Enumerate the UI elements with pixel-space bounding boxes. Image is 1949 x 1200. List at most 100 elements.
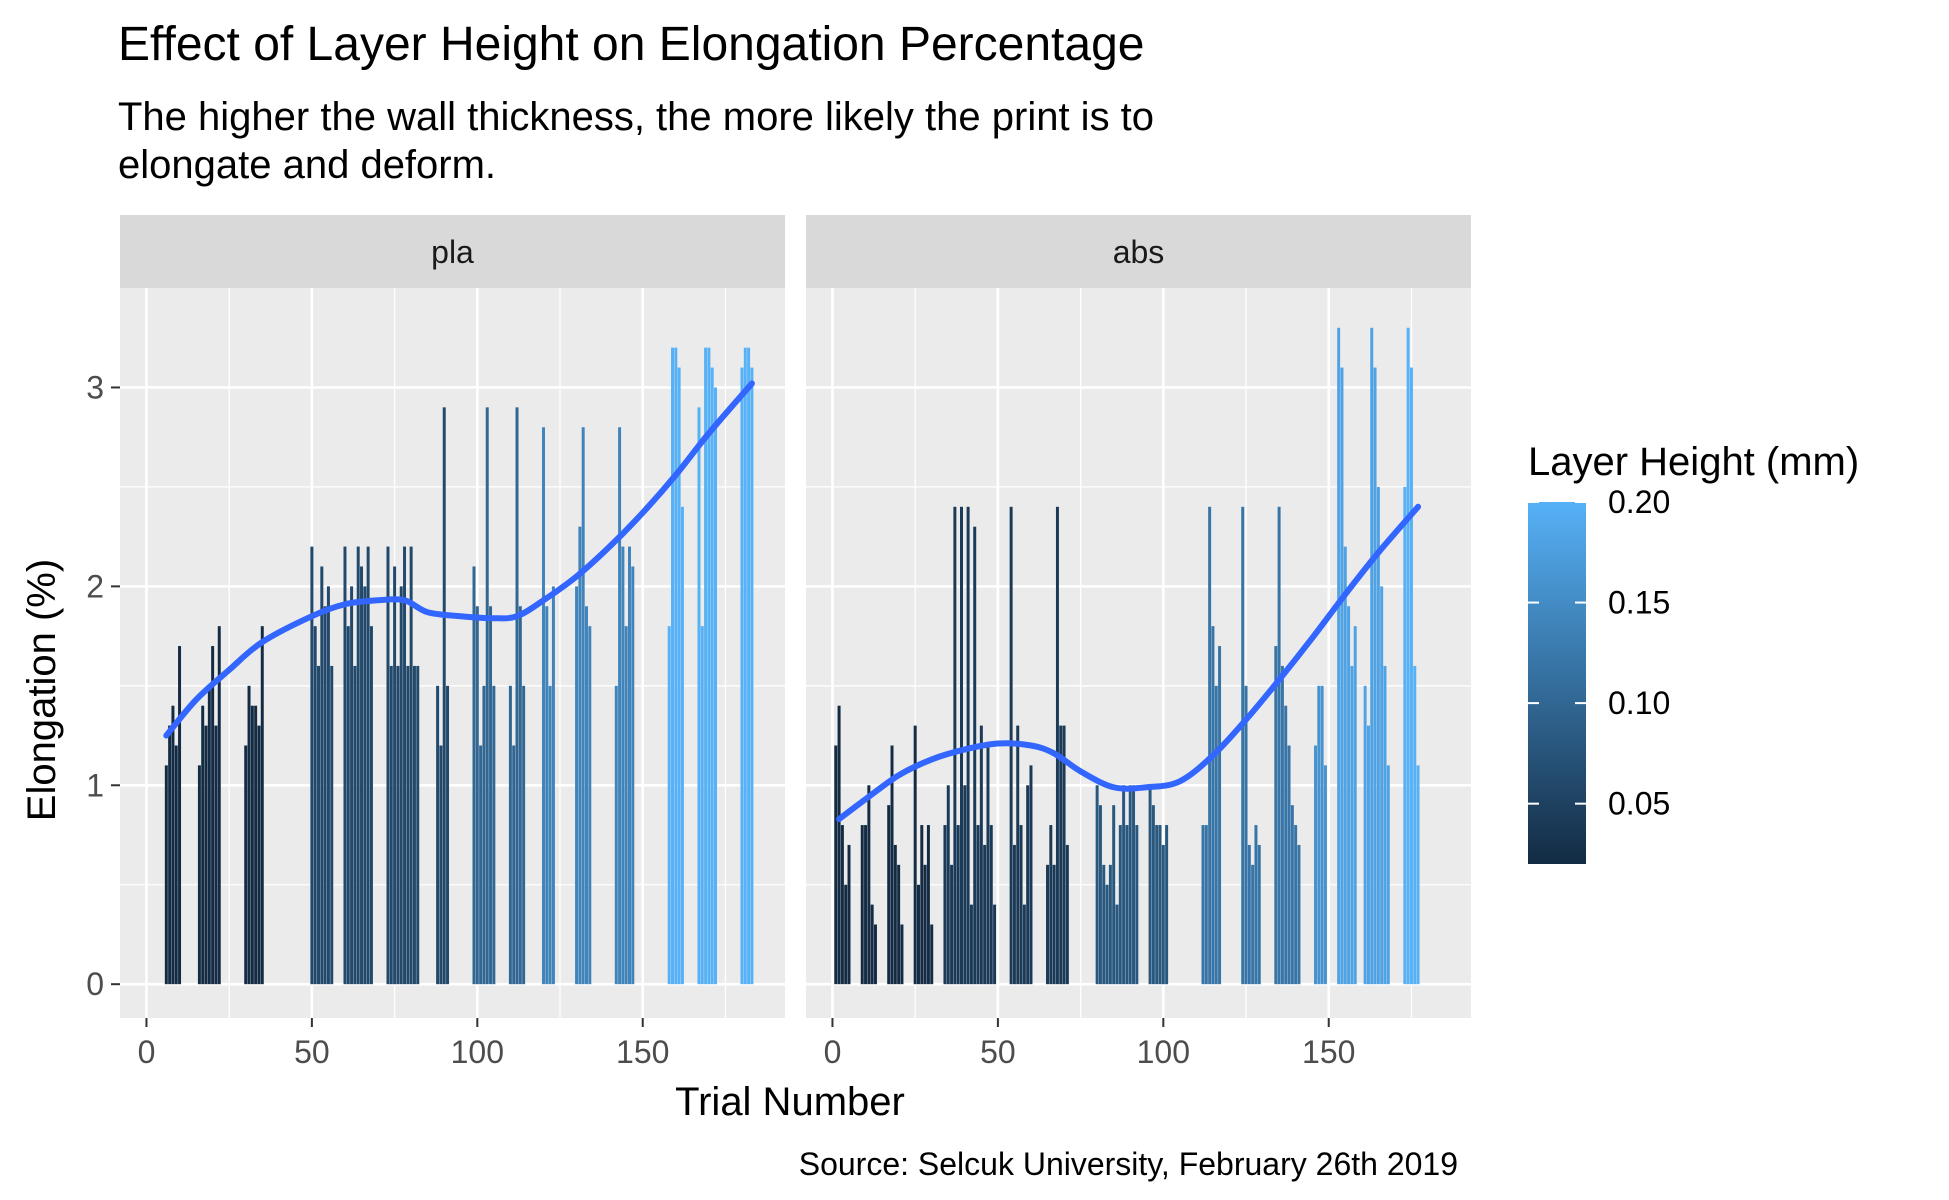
bar: [614, 685, 618, 985]
bar: [697, 407, 701, 985]
panel-background: [120, 288, 785, 1018]
bar: [416, 665, 420, 985]
bar: [966, 506, 970, 985]
x-tick-label: 0: [824, 1034, 842, 1070]
bar: [667, 626, 671, 985]
bar: [485, 407, 489, 985]
bar: [396, 665, 400, 985]
bar: [671, 347, 675, 985]
bar: [1277, 506, 1281, 985]
bar: [1204, 825, 1208, 985]
bar: [1052, 864, 1056, 985]
bar: [1148, 785, 1152, 985]
bar: [923, 864, 927, 985]
bar: [1112, 805, 1116, 985]
bar: [1297, 844, 1301, 985]
chart-subtitle-line-2: elongate and deform.: [118, 143, 496, 187]
bar: [581, 427, 585, 985]
bar: [1376, 486, 1380, 985]
bar: [1370, 327, 1374, 985]
bar: [551, 586, 555, 985]
bar: [353, 665, 357, 985]
bar: [479, 745, 483, 985]
legend-tick-label: 0.20: [1608, 484, 1670, 520]
bar: [1059, 725, 1063, 985]
bar: [750, 367, 754, 985]
bar: [313, 626, 317, 985]
bar: [578, 526, 582, 985]
bar: [631, 566, 635, 985]
bar: [1340, 367, 1344, 985]
bar: [330, 665, 334, 985]
legend-tick-label: 0.15: [1608, 585, 1670, 621]
panel-background: [806, 288, 1471, 1018]
bar: [963, 785, 967, 985]
bar: [973, 526, 977, 985]
bar: [847, 844, 851, 985]
bar: [986, 745, 990, 985]
bar: [946, 785, 950, 985]
bar: [834, 745, 838, 985]
bar: [897, 864, 901, 985]
y-tick-label: 0: [86, 966, 104, 1002]
bar: [960, 506, 963, 985]
legend-tick-label: 0.10: [1608, 685, 1670, 721]
bar: [913, 725, 917, 985]
bar: [704, 347, 708, 985]
bar: [178, 646, 182, 985]
bar: [343, 546, 347, 985]
bar: [1350, 665, 1354, 985]
x-tick-label: 50: [294, 1034, 330, 1070]
bar: [1049, 825, 1053, 985]
bar: [204, 725, 208, 985]
bar: [1012, 844, 1016, 985]
facet-panel-pla: pla 0 50 100 150 0 1 2 3: [86, 215, 785, 1070]
bar: [840, 825, 844, 985]
bar: [953, 506, 957, 985]
bar: [887, 805, 891, 985]
bar: [860, 825, 864, 985]
bar: [508, 685, 512, 985]
bar: [1244, 685, 1248, 985]
bar: [628, 546, 631, 985]
bar: [217, 626, 221, 985]
bar: [399, 586, 403, 985]
bar: [1158, 825, 1162, 985]
bar: [1019, 825, 1023, 985]
bar: [956, 825, 960, 985]
x-tick-label: 150: [616, 1034, 669, 1070]
bar: [707, 347, 711, 985]
bar: [714, 387, 718, 985]
bar: [386, 546, 390, 985]
bar: [164, 765, 168, 985]
bar: [1287, 745, 1291, 985]
facet-strip-label: abs: [1113, 234, 1165, 270]
bar: [482, 685, 486, 985]
bar: [515, 407, 519, 985]
bar: [1290, 805, 1294, 985]
bar: [1403, 486, 1407, 985]
bar: [900, 924, 904, 985]
bar: [1055, 506, 1059, 985]
bar: [250, 705, 254, 985]
bar: [541, 427, 545, 985]
bar: [326, 586, 330, 985]
bar: [545, 606, 549, 985]
bar: [588, 626, 592, 985]
bar: [1413, 665, 1417, 985]
bar: [989, 825, 993, 985]
y-axis-title: Elongation (%): [20, 559, 64, 821]
bar: [492, 685, 496, 985]
facet-panels: pla 0 50 100 150 0 1 2 3 abs 0 50 100 150: [86, 215, 1471, 1070]
bar: [1274, 646, 1278, 985]
bar: [171, 705, 175, 985]
bar: [1102, 864, 1106, 985]
legend-colorbar: [1528, 502, 1586, 864]
bar: [1386, 765, 1390, 985]
bar: [412, 665, 416, 985]
bar: [475, 606, 479, 985]
bar: [1135, 825, 1139, 985]
bar: [677, 367, 681, 985]
bar: [993, 904, 997, 985]
bar: [1029, 765, 1033, 985]
